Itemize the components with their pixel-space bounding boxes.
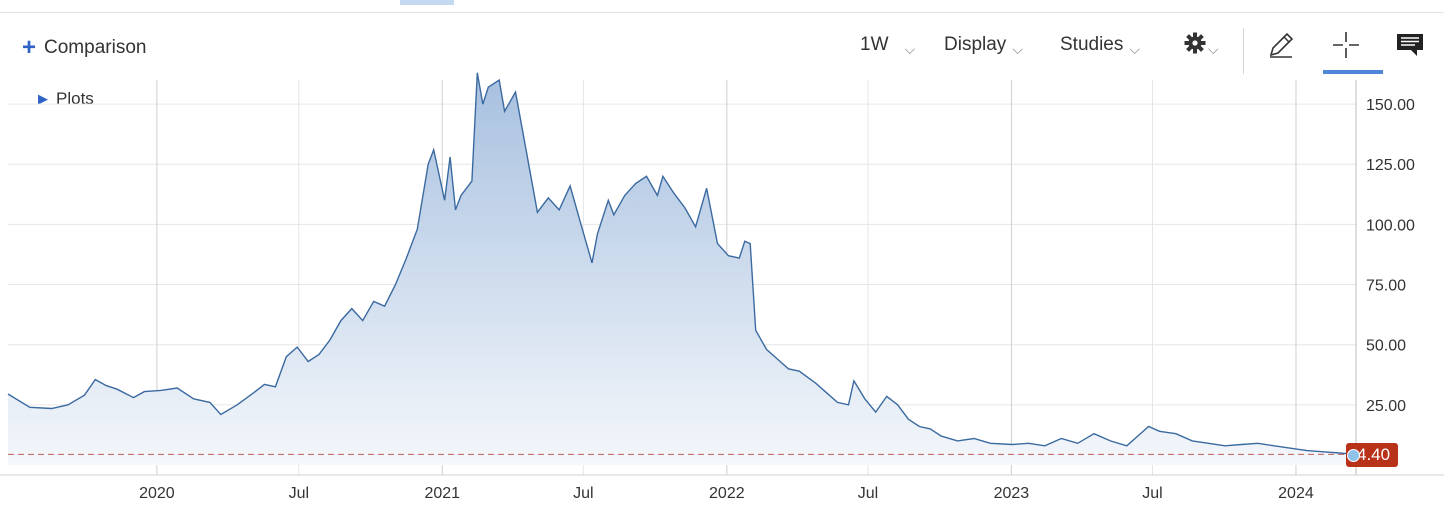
price-area (8, 72, 1356, 466)
toolbar-separator (1243, 28, 1244, 74)
display-label: Display (944, 34, 1007, 55)
chevron-down-icon: ⌵ (904, 41, 916, 57)
plus-icon: + (22, 34, 37, 61)
y-tick-label: 100.00 (1366, 217, 1415, 234)
settings-menu[interactable]: ⌵ (1184, 32, 1219, 58)
x-tick-label: Jul (573, 485, 593, 502)
y-tick-label: 50.00 (1366, 338, 1406, 355)
y-tick-label: 75.00 (1366, 278, 1406, 295)
x-tick-label: 2024 (1278, 485, 1314, 502)
plots-toggle[interactable]: ▶ Plots (38, 89, 94, 109)
y-tick-label: 125.00 (1366, 157, 1415, 174)
comment-icon (1397, 34, 1423, 56)
x-tick-label: 2022 (709, 485, 745, 502)
drawing-tools-button[interactable] (1266, 30, 1296, 65)
last-price-marker (1347, 449, 1360, 462)
y-tick-label: 150.00 (1366, 97, 1415, 114)
display-menu[interactable]: Display ⌵ (944, 34, 1023, 58)
gear-icon (1184, 32, 1206, 54)
crosshair-active-indicator (1323, 70, 1383, 74)
studies-label: Studies (1060, 34, 1124, 55)
chevron-down-icon: ⌵ (1129, 41, 1140, 57)
crosshair-icon (1333, 32, 1359, 58)
y-tick-label: 25.00 (1366, 398, 1406, 415)
x-tick-label: 2021 (424, 485, 460, 502)
comparison-button[interactable]: + Comparison (22, 34, 146, 62)
plots-label: Plots (56, 89, 94, 108)
chevron-down-icon: ⌵ (1208, 41, 1219, 57)
x-tick-label: 2023 (994, 485, 1030, 502)
x-tick-label: Jul (1142, 485, 1162, 502)
price-line (7, 72, 1357, 456)
chart-toolbar: + Comparison 1W ⌵ Display ⌵ Studies ⌵ ⌵ (0, 26, 1444, 76)
active-tab-indicator (400, 0, 454, 5)
triangle-right-icon: ▶ (38, 91, 48, 106)
comparison-label: Comparison (44, 37, 147, 58)
last-price-label: 4.40 (1357, 445, 1391, 464)
studies-menu[interactable]: Studies ⌵ (1060, 34, 1140, 58)
crosshair-button[interactable] (1331, 30, 1361, 65)
comment-button[interactable] (1395, 32, 1425, 63)
x-tick-label: Jul (289, 485, 309, 502)
top-divider (0, 12, 1444, 13)
interval-label: 1W (860, 34, 889, 55)
chevron-down-icon: ⌵ (1012, 41, 1023, 57)
pencil-icon (1269, 32, 1294, 58)
interval-select[interactable]: 1W ⌵ (860, 34, 915, 58)
x-tick-label: 2020 (139, 485, 175, 502)
x-tick-label: Jul (858, 485, 878, 502)
